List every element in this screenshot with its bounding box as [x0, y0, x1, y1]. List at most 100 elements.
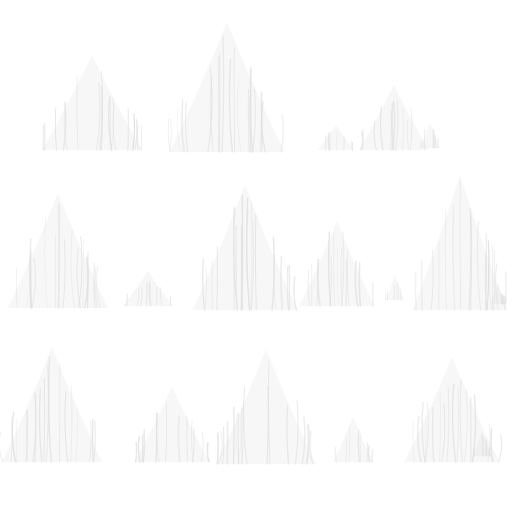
- flame-body: [318, 125, 354, 150]
- flame-wisp: [416, 415, 422, 463]
- flame-wisp: [402, 108, 404, 151]
- flame-wisp: [43, 378, 46, 463]
- flame-wisp: [62, 102, 67, 151]
- flame-wisp: [497, 434, 503, 463]
- flame-wisp: [110, 97, 114, 151]
- flame-wisp: [248, 90, 254, 153]
- flame-wisp: [167, 118, 171, 153]
- flame-wisp: [25, 258, 31, 309]
- flame-wisp: [64, 391, 69, 463]
- flame-sprite: [359, 85, 429, 151]
- flame-wisp: [15, 267, 18, 309]
- flame-wisp: [233, 206, 238, 311]
- flame-wisp: [329, 254, 333, 307]
- flame-wisp: [221, 35, 225, 153]
- flame-row-2: [8, 175, 508, 311]
- flame-wisp: [76, 76, 79, 151]
- flame-row-3: [0, 347, 503, 465]
- flame-body: [333, 417, 373, 462]
- flame-wisp: [488, 249, 493, 311]
- flame-wisp: [484, 252, 488, 311]
- flame-wisp: [155, 412, 158, 463]
- flame-row-1: [42, 22, 440, 153]
- flame-wisp: [88, 420, 92, 463]
- flame-wisp: [125, 294, 128, 307]
- flame-sprite: [299, 221, 375, 307]
- flame-wisp: [424, 402, 429, 463]
- flame-wisp: [293, 276, 298, 311]
- flame-wisp: [451, 383, 457, 463]
- flame-wisp: [25, 409, 29, 463]
- flame-wisp: [359, 131, 364, 151]
- flame-wisp: [44, 215, 48, 309]
- flame-wisp: [456, 387, 460, 463]
- flame-sprite: [0, 347, 102, 463]
- flame-wisp: [29, 238, 33, 309]
- flame-wisp: [431, 406, 435, 463]
- flame-wisp: [327, 132, 331, 151]
- flame-body: [134, 387, 210, 462]
- flame-wisp: [134, 441, 138, 463]
- flame-sprite: [192, 185, 298, 311]
- flame-wisp: [468, 207, 472, 311]
- flame-wisp: [305, 423, 310, 465]
- flame-wisp: [149, 283, 152, 307]
- flame-wisp: [99, 71, 103, 151]
- flame-body: [123, 271, 173, 306]
- flame-wisp: [186, 415, 189, 463]
- flame-wisp: [327, 231, 332, 307]
- flame-wisp: [243, 387, 248, 465]
- flame-wisp: [165, 403, 168, 463]
- flame-wisp: [159, 287, 163, 307]
- flame-wisp: [204, 267, 207, 311]
- flame-wisp: [140, 286, 143, 307]
- flame-wisp: [340, 231, 345, 307]
- flame-wisp: [87, 251, 89, 309]
- flame-sprite: [333, 417, 374, 463]
- flame-wisp: [280, 114, 285, 153]
- flame-wisp: [237, 79, 242, 153]
- flame-body: [42, 55, 142, 150]
- flame-wisp: [226, 420, 229, 465]
- flame-wisp: [91, 418, 95, 463]
- flame-sprite: [412, 175, 508, 311]
- flame-wisp: [504, 271, 507, 311]
- flame-wisp: [26, 409, 28, 463]
- flame-wisp: [439, 391, 441, 463]
- flame-wisp: [463, 388, 468, 463]
- flame-wisp: [490, 428, 494, 463]
- flame-wisp: [57, 203, 60, 309]
- flame-wisp: [286, 405, 290, 465]
- flame-wisp: [295, 400, 299, 465]
- flame-wisp: [386, 291, 389, 301]
- flame-wisp: [357, 428, 361, 463]
- flame-wisp: [348, 427, 351, 463]
- flame-wisp: [250, 69, 254, 153]
- flame-wisp: [350, 140, 352, 151]
- flame-wisp: [200, 432, 204, 463]
- flame-wisp: [409, 108, 413, 151]
- flame-wisp: [301, 416, 306, 465]
- flame-sprite: [490, 284, 507, 305]
- flame-wisp: [95, 82, 101, 151]
- flame-wisp: [471, 394, 477, 463]
- flame-wisp: [169, 118, 172, 153]
- flame-body: [473, 431, 491, 456]
- flame-wisp: [394, 100, 399, 151]
- flame-wisp: [459, 181, 462, 311]
- flame-wisp: [246, 197, 251, 311]
- flame-wisp: [367, 445, 371, 463]
- flame-wisp: [207, 68, 213, 153]
- flame-wisp: [0, 431, 4, 463]
- flame-wisp: [137, 124, 141, 151]
- flame-wisp: [250, 201, 253, 311]
- flame-wisp: [379, 106, 384, 151]
- flame-sprite: [419, 123, 440, 149]
- flame-sprite: [134, 387, 210, 463]
- flame-wisp: [397, 284, 400, 301]
- flame-wisp: [307, 270, 311, 307]
- flame-wisp: [207, 442, 210, 463]
- flame-wisp: [181, 97, 184, 153]
- flame-wisp: [360, 130, 364, 151]
